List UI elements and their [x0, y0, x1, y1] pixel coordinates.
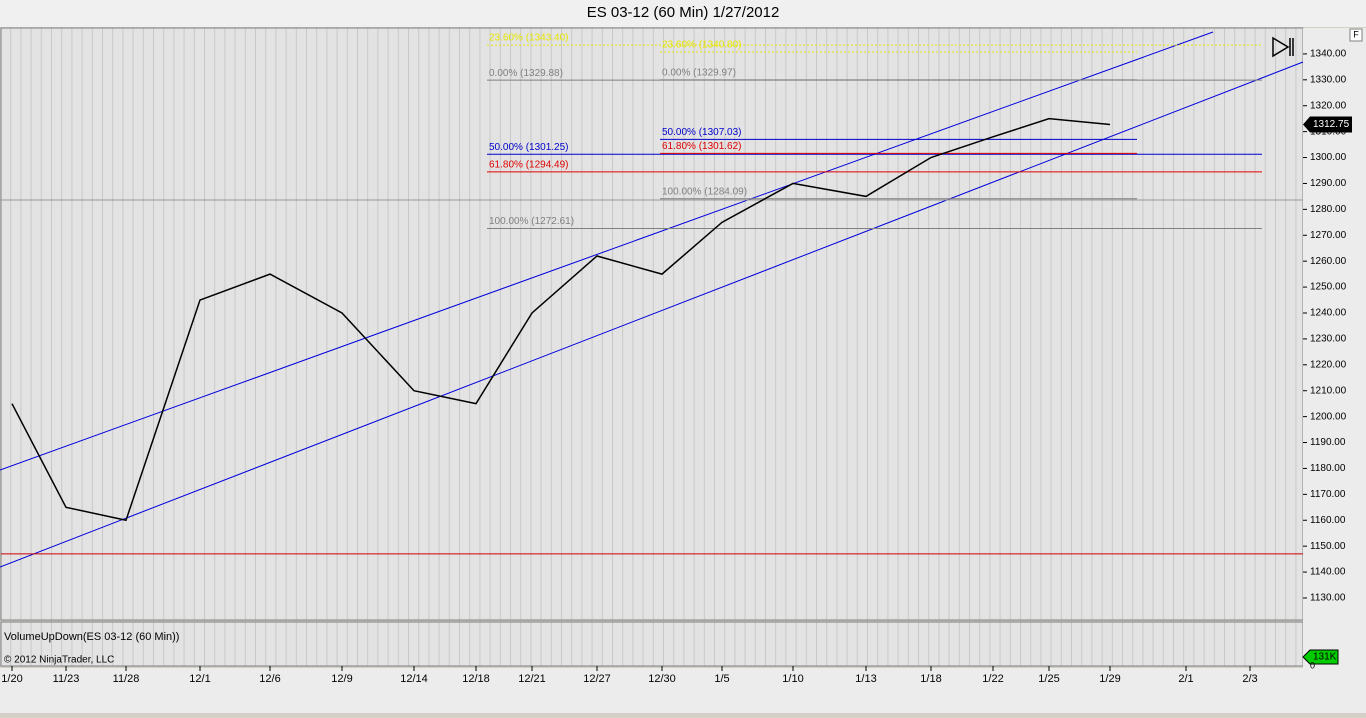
x-tick-label: 12/18	[462, 673, 490, 685]
y-tick-label: 1220.00	[1310, 359, 1347, 370]
y-tick-label: 1160.00	[1310, 515, 1346, 526]
x-tick-label: 12/9	[331, 673, 352, 685]
scroll-end-button[interactable]	[1272, 36, 1294, 58]
y-tick-label: 1230.00	[1310, 334, 1347, 345]
y-tick-label: 1240.00	[1310, 308, 1347, 319]
volume-min-label: 0	[1310, 660, 1315, 670]
fib-label: 50.00% (1301.25)	[489, 142, 569, 153]
x-tick-label: 12/21	[518, 673, 546, 685]
x-tick-label: 12/30	[648, 673, 676, 685]
x-tick-label: 2/3	[1242, 673, 1257, 685]
x-tick-label: 1/10	[782, 673, 803, 685]
y-tick-label: 1200.00	[1310, 411, 1347, 422]
copyright: © 2012 NinjaTrader, LLC	[4, 655, 114, 666]
y-tick-label: 1180.00	[1310, 463, 1346, 474]
y-tick-label: 1130.00	[1310, 593, 1346, 604]
y-tick-label: 1140.00	[1310, 567, 1346, 578]
y-tick-label: 1210.00	[1310, 385, 1347, 396]
x-tick-label: 12/27	[583, 673, 611, 685]
price-line	[11, 117, 1111, 522]
fib-label: 61.80% (1301.62)	[662, 141, 742, 152]
y-tick-label: 1150.00	[1310, 541, 1346, 552]
volume-max-box	[1302, 649, 1339, 665]
x-tick-label: 1/13	[855, 673, 876, 685]
fib-label: 50.00% (1307.03)	[662, 127, 742, 138]
y-tick-label: 1320.00	[1310, 100, 1347, 111]
corner-box[interactable]	[1349, 28, 1363, 42]
price-panel	[0, 27, 1304, 621]
y-tick-label: 1340.00	[1310, 49, 1347, 60]
y-tick-label: 1190.00	[1310, 437, 1346, 448]
price-axis	[1303, 28, 1366, 668]
x-tick-label: 1/29	[1099, 673, 1120, 685]
y-tick-label: 1290.00	[1310, 178, 1347, 189]
y-tick-label: 1330.00	[1310, 74, 1347, 85]
fib-label: 0.00% (1329.88)	[489, 68, 563, 79]
y-tick-label: 1170.00	[1310, 489, 1346, 500]
volume-panel	[0, 621, 1304, 667]
volume-label: VolumeUpDown(ES 03-12 (60 Min))	[4, 631, 179, 643]
y-tick-label: 1300.00	[1310, 152, 1347, 163]
x-tick-label: 11/23	[53, 673, 80, 685]
fib-label: 61.80% (1294.49)	[489, 159, 569, 170]
x-tick-label: 12/14	[400, 673, 428, 685]
title-bar	[0, 0, 1366, 27]
chart-title: ES 03-12 (60 Min) 1/27/2012	[587, 4, 780, 21]
channel-line	[0, 61, 1304, 568]
y-tick-label: 1260.00	[1310, 256, 1347, 267]
x-tick-label: 12/6	[259, 673, 280, 685]
fib-label: 100.00% (1272.61)	[489, 216, 574, 227]
fib-label: 100.00% (1284.09)	[662, 186, 747, 197]
x-tick-label: 1/18	[920, 673, 941, 685]
x-tick-label: 2/1	[1178, 673, 1193, 685]
time-axis	[0, 668, 1366, 713]
fib-label: 23.60% (1343.40)	[489, 33, 569, 44]
x-tick-label: 1/22	[982, 673, 1003, 685]
volume-max-label: 131K	[1313, 652, 1337, 663]
x-tick-label: 1/5	[714, 673, 729, 685]
x-tick-label: 1/25	[1038, 673, 1059, 685]
x-tick-label: 1/20	[1, 673, 22, 685]
fib-label: 0.00% (1329.97)	[662, 68, 736, 79]
x-tick-label: 11/28	[113, 673, 140, 685]
last-price-box	[1303, 116, 1352, 133]
channel-line	[0, 31, 1214, 471]
last-price-label: 1312.75	[1313, 119, 1350, 130]
y-tick-label: 1280.00	[1310, 204, 1347, 215]
x-tick-label: 12/1	[189, 673, 210, 685]
y-tick-label: 1250.00	[1310, 282, 1347, 293]
y-tick-label: 1270.00	[1310, 230, 1347, 241]
fib-label: 23.60% (1340.80)	[662, 39, 742, 50]
corner-label: F	[1353, 29, 1359, 39]
